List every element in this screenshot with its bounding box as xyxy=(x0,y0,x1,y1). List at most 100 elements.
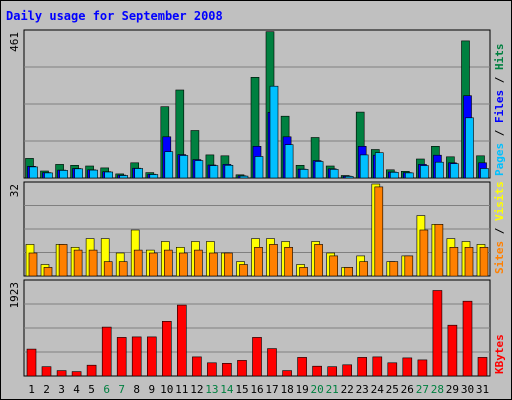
bar-sites-day-29 xyxy=(449,247,459,277)
x-tick-label-day-29: 29 xyxy=(446,383,459,396)
x-tick-label-day-31: 31 xyxy=(476,383,489,396)
bar-sites-day-31 xyxy=(479,247,489,277)
chart-title: Daily usage for September 2008 xyxy=(6,9,223,23)
bar-pages-day-30 xyxy=(465,117,474,179)
bar-sites-day-22 xyxy=(344,267,354,277)
bar-pages-day-22 xyxy=(344,176,354,179)
series-sites xyxy=(28,186,489,277)
bar-pages-day-2 xyxy=(44,172,53,179)
bar-kbytes-day-29 xyxy=(447,324,458,377)
x-tick-label-day-18: 18 xyxy=(280,383,293,396)
legend-part-0: Sites xyxy=(493,241,506,274)
bar-kbytes-day-8 xyxy=(131,336,142,377)
x-tick-label-day-12: 12 xyxy=(190,383,203,396)
x-tick-label-day-24: 24 xyxy=(371,383,385,396)
bar-pages-day-17 xyxy=(269,85,279,179)
legend-part-3: / xyxy=(493,70,506,90)
bar-sites-day-9 xyxy=(149,252,158,277)
x-tick-label-day-13: 13 xyxy=(205,383,218,396)
bar-sites-day-19 xyxy=(299,267,308,277)
y-max-label: 32 xyxy=(8,184,21,197)
bar-pages-day-29 xyxy=(450,163,459,179)
bar-pages-day-15 xyxy=(239,175,249,179)
x-tick-label-day-15: 15 xyxy=(235,383,248,396)
bar-pages-day-10 xyxy=(164,151,174,179)
bar-kbytes-day-16 xyxy=(252,337,262,377)
bar-pages-day-3 xyxy=(59,170,68,179)
bar-kbytes-day-3 xyxy=(56,370,67,377)
bar-sites-day-12 xyxy=(194,249,203,277)
bar-sites-day-7 xyxy=(118,261,128,277)
panel-kbytes: 1923 KBytes xyxy=(8,279,506,377)
x-tick-label-day-1: 1 xyxy=(28,383,35,396)
bar-sites-day-5 xyxy=(88,249,98,277)
series-legend-label: Sites / Visits xyxy=(493,181,506,274)
bar-sites-day-3 xyxy=(58,244,68,277)
panel-visits-sites: 32 Sites / Visits xyxy=(8,181,506,277)
bar-kbytes-day-31 xyxy=(477,357,488,377)
bar-sites-day-25 xyxy=(389,261,399,277)
bar-kbytes-day-2 xyxy=(41,366,52,377)
bar-sites-day-13 xyxy=(209,252,218,277)
bar-pages-day-19 xyxy=(299,169,309,179)
bar-kbytes-day-7 xyxy=(116,337,127,377)
x-tick-label-day-26: 26 xyxy=(401,383,414,396)
bar-pages-day-26 xyxy=(404,172,414,179)
bar-sites-day-23 xyxy=(359,261,369,277)
x-tick-label-day-11: 11 xyxy=(175,383,188,396)
bar-kbytes-day-30 xyxy=(462,300,473,377)
legend-part-4: Hits xyxy=(493,44,506,71)
x-tick-label-day-16: 16 xyxy=(250,383,263,396)
legend-part-0: KBytes xyxy=(493,334,506,374)
bar-kbytes-day-13 xyxy=(207,362,217,377)
bar-pages-day-12 xyxy=(194,160,204,179)
bar-pages-day-16 xyxy=(254,156,264,179)
x-tick-label-day-19: 19 xyxy=(295,383,308,396)
bar-kbytes-day-21 xyxy=(327,366,338,377)
series-legend-label: KBytes xyxy=(493,334,506,374)
bar-pages-day-24 xyxy=(374,152,384,179)
bar-sites-day-8 xyxy=(133,249,143,277)
x-axis-labels: 1 2 3 4 5 6 7 8 9 10 11 12 13 14 15 16 17 18 19 20 21 22 23 24 2… xyxy=(28,383,489,396)
bar-pages-day-23 xyxy=(359,154,369,179)
bar-sites-day-27 xyxy=(419,229,429,277)
x-tick-label-day-30: 30 xyxy=(461,383,474,396)
y-max-label: 1923 xyxy=(8,282,21,309)
bar-sites-day-21 xyxy=(329,255,339,277)
bar-kbytes-day-14 xyxy=(222,362,232,377)
bar-kbytes-day-22 xyxy=(342,364,353,377)
bar-pages-day-8 xyxy=(134,168,143,179)
bar-kbytes-day-6 xyxy=(101,326,112,377)
x-tick-label-day-7: 7 xyxy=(118,383,125,396)
legend-part-1: / xyxy=(493,221,506,241)
x-tick-label-day-23: 23 xyxy=(356,383,369,396)
x-tick-label-day-10: 10 xyxy=(160,383,173,396)
bar-pages-day-25 xyxy=(389,172,399,179)
series-legend-label: Pages / Files / Hits xyxy=(493,44,506,177)
bar-pages-day-31 xyxy=(480,168,489,179)
x-tick-label-day-21: 21 xyxy=(326,383,339,396)
x-tick-label-day-2: 2 xyxy=(43,383,50,396)
x-tick-label-day-5: 5 xyxy=(88,383,95,396)
bar-kbytes-day-19 xyxy=(297,357,307,377)
x-tick-label-day-20: 20 xyxy=(310,383,323,396)
bar-kbytes-day-20 xyxy=(312,365,322,377)
bar-sites-day-16 xyxy=(254,247,263,277)
bar-pages-day-18 xyxy=(284,144,294,179)
bar-sites-day-10 xyxy=(164,249,173,277)
x-tick-label-day-22: 22 xyxy=(341,383,354,396)
bar-kbytes-day-10 xyxy=(162,320,172,377)
bar-sites-day-30 xyxy=(464,247,474,277)
y-max-label: 461 xyxy=(8,32,21,52)
bar-sites-day-4 xyxy=(73,249,83,277)
x-tick-label-day-28: 28 xyxy=(431,383,444,396)
bar-pages-day-7 xyxy=(119,175,128,179)
bar-sites-day-26 xyxy=(404,255,414,277)
bar-sites-day-17 xyxy=(269,244,278,277)
bar-sites-day-28 xyxy=(434,224,444,277)
bar-kbytes-day-28 xyxy=(432,290,443,377)
x-tick-label-day-27: 27 xyxy=(416,383,429,396)
bar-kbytes-day-26 xyxy=(402,357,413,377)
